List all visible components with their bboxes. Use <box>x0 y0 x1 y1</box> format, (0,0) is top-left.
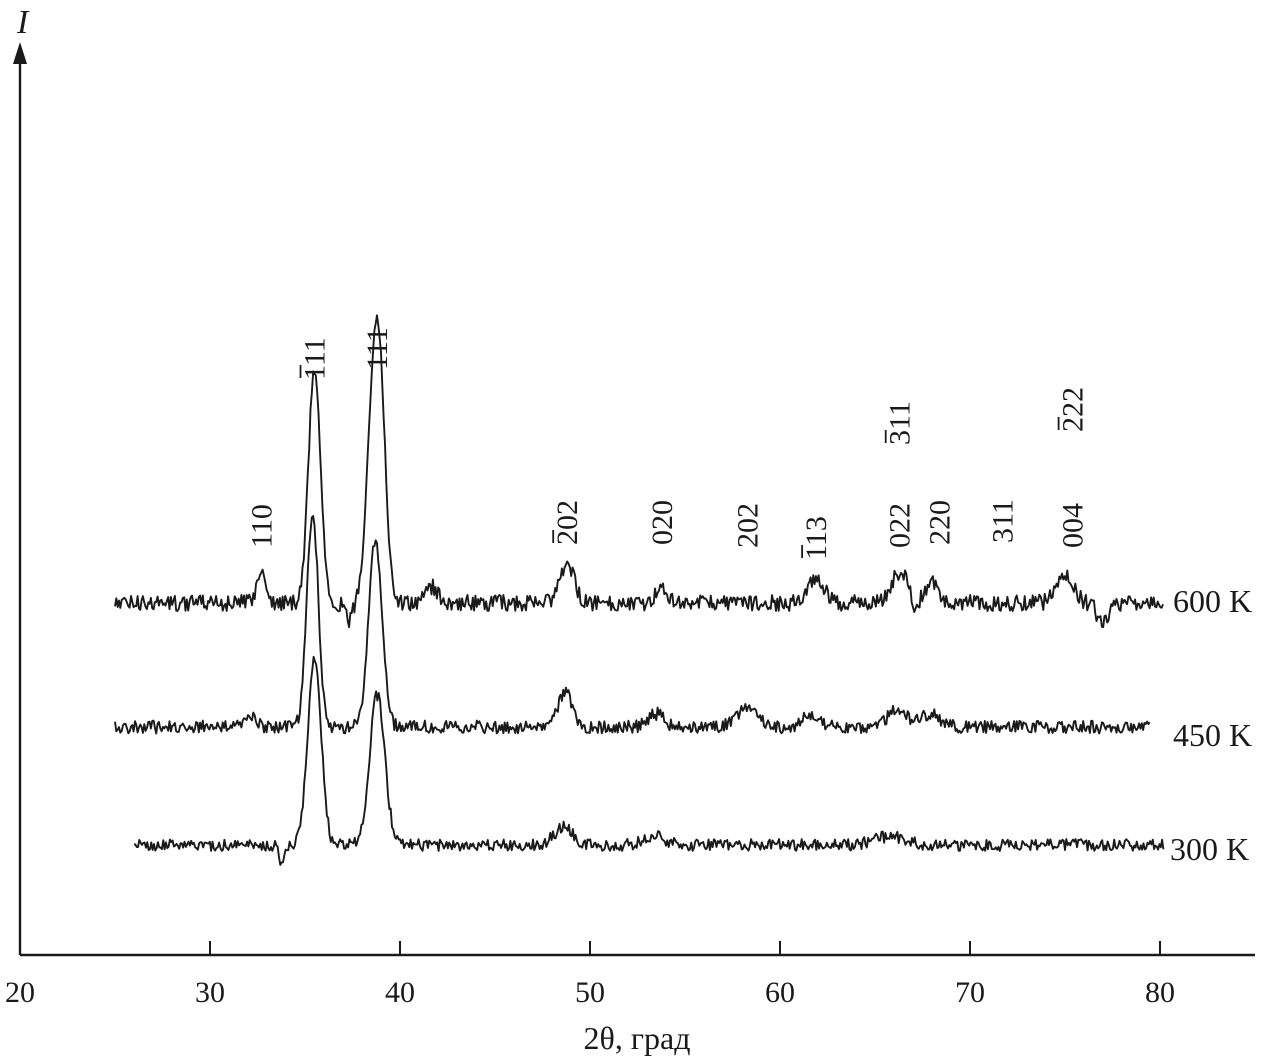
series-line-450k <box>114 515 1151 735</box>
x-axis-title: 2θ, град <box>584 1020 691 1056</box>
peak-label-0: 110 <box>245 504 278 548</box>
peak-label-5: 202 <box>732 503 765 548</box>
peak-label-1: 111 <box>299 337 332 380</box>
x-tick-label-30: 30 <box>195 976 225 1009</box>
x-tick-label-50: 50 <box>575 976 605 1009</box>
peak-label-6: 113 <box>800 516 833 560</box>
x-tick-label-80: 80 <box>1145 976 1175 1009</box>
peak-label-4: 020 <box>646 500 679 545</box>
y-axis-label: I <box>16 4 30 41</box>
series-label-450k: 450 K <box>1173 717 1252 753</box>
y-axis-arrow-icon <box>13 42 27 64</box>
x-tick-label-20: 20 <box>5 976 35 1009</box>
x-tick-labels: 20 30 40 50 60 70 80 <box>5 976 1175 1009</box>
peak-label-12: 004 <box>1057 503 1090 548</box>
series-line-600k <box>114 314 1164 629</box>
peak-label-8: 022 <box>884 503 917 548</box>
x-tick-label-60: 60 <box>765 976 795 1009</box>
peak-label-11: 222 <box>1057 387 1090 432</box>
peak-label-3: 202 <box>551 500 584 545</box>
x-tick-label-40: 40 <box>385 976 415 1009</box>
x-tick-label-70: 70 <box>955 976 985 1009</box>
series-line-300k <box>133 655 1165 866</box>
peak-label-10: 311 <box>986 499 1019 543</box>
peak-label-7: 311 <box>884 401 917 445</box>
peak-labels: 110 111 111 202 020 202 113 311 022 220 311 222 004 <box>245 327 1089 560</box>
series-label-600k: 600 K <box>1173 583 1252 619</box>
x-ticks <box>19 941 1161 955</box>
peak-label-2: 111 <box>361 327 394 370</box>
peak-label-9: 220 <box>924 500 957 545</box>
series-label-300k: 300 K <box>1170 831 1249 867</box>
